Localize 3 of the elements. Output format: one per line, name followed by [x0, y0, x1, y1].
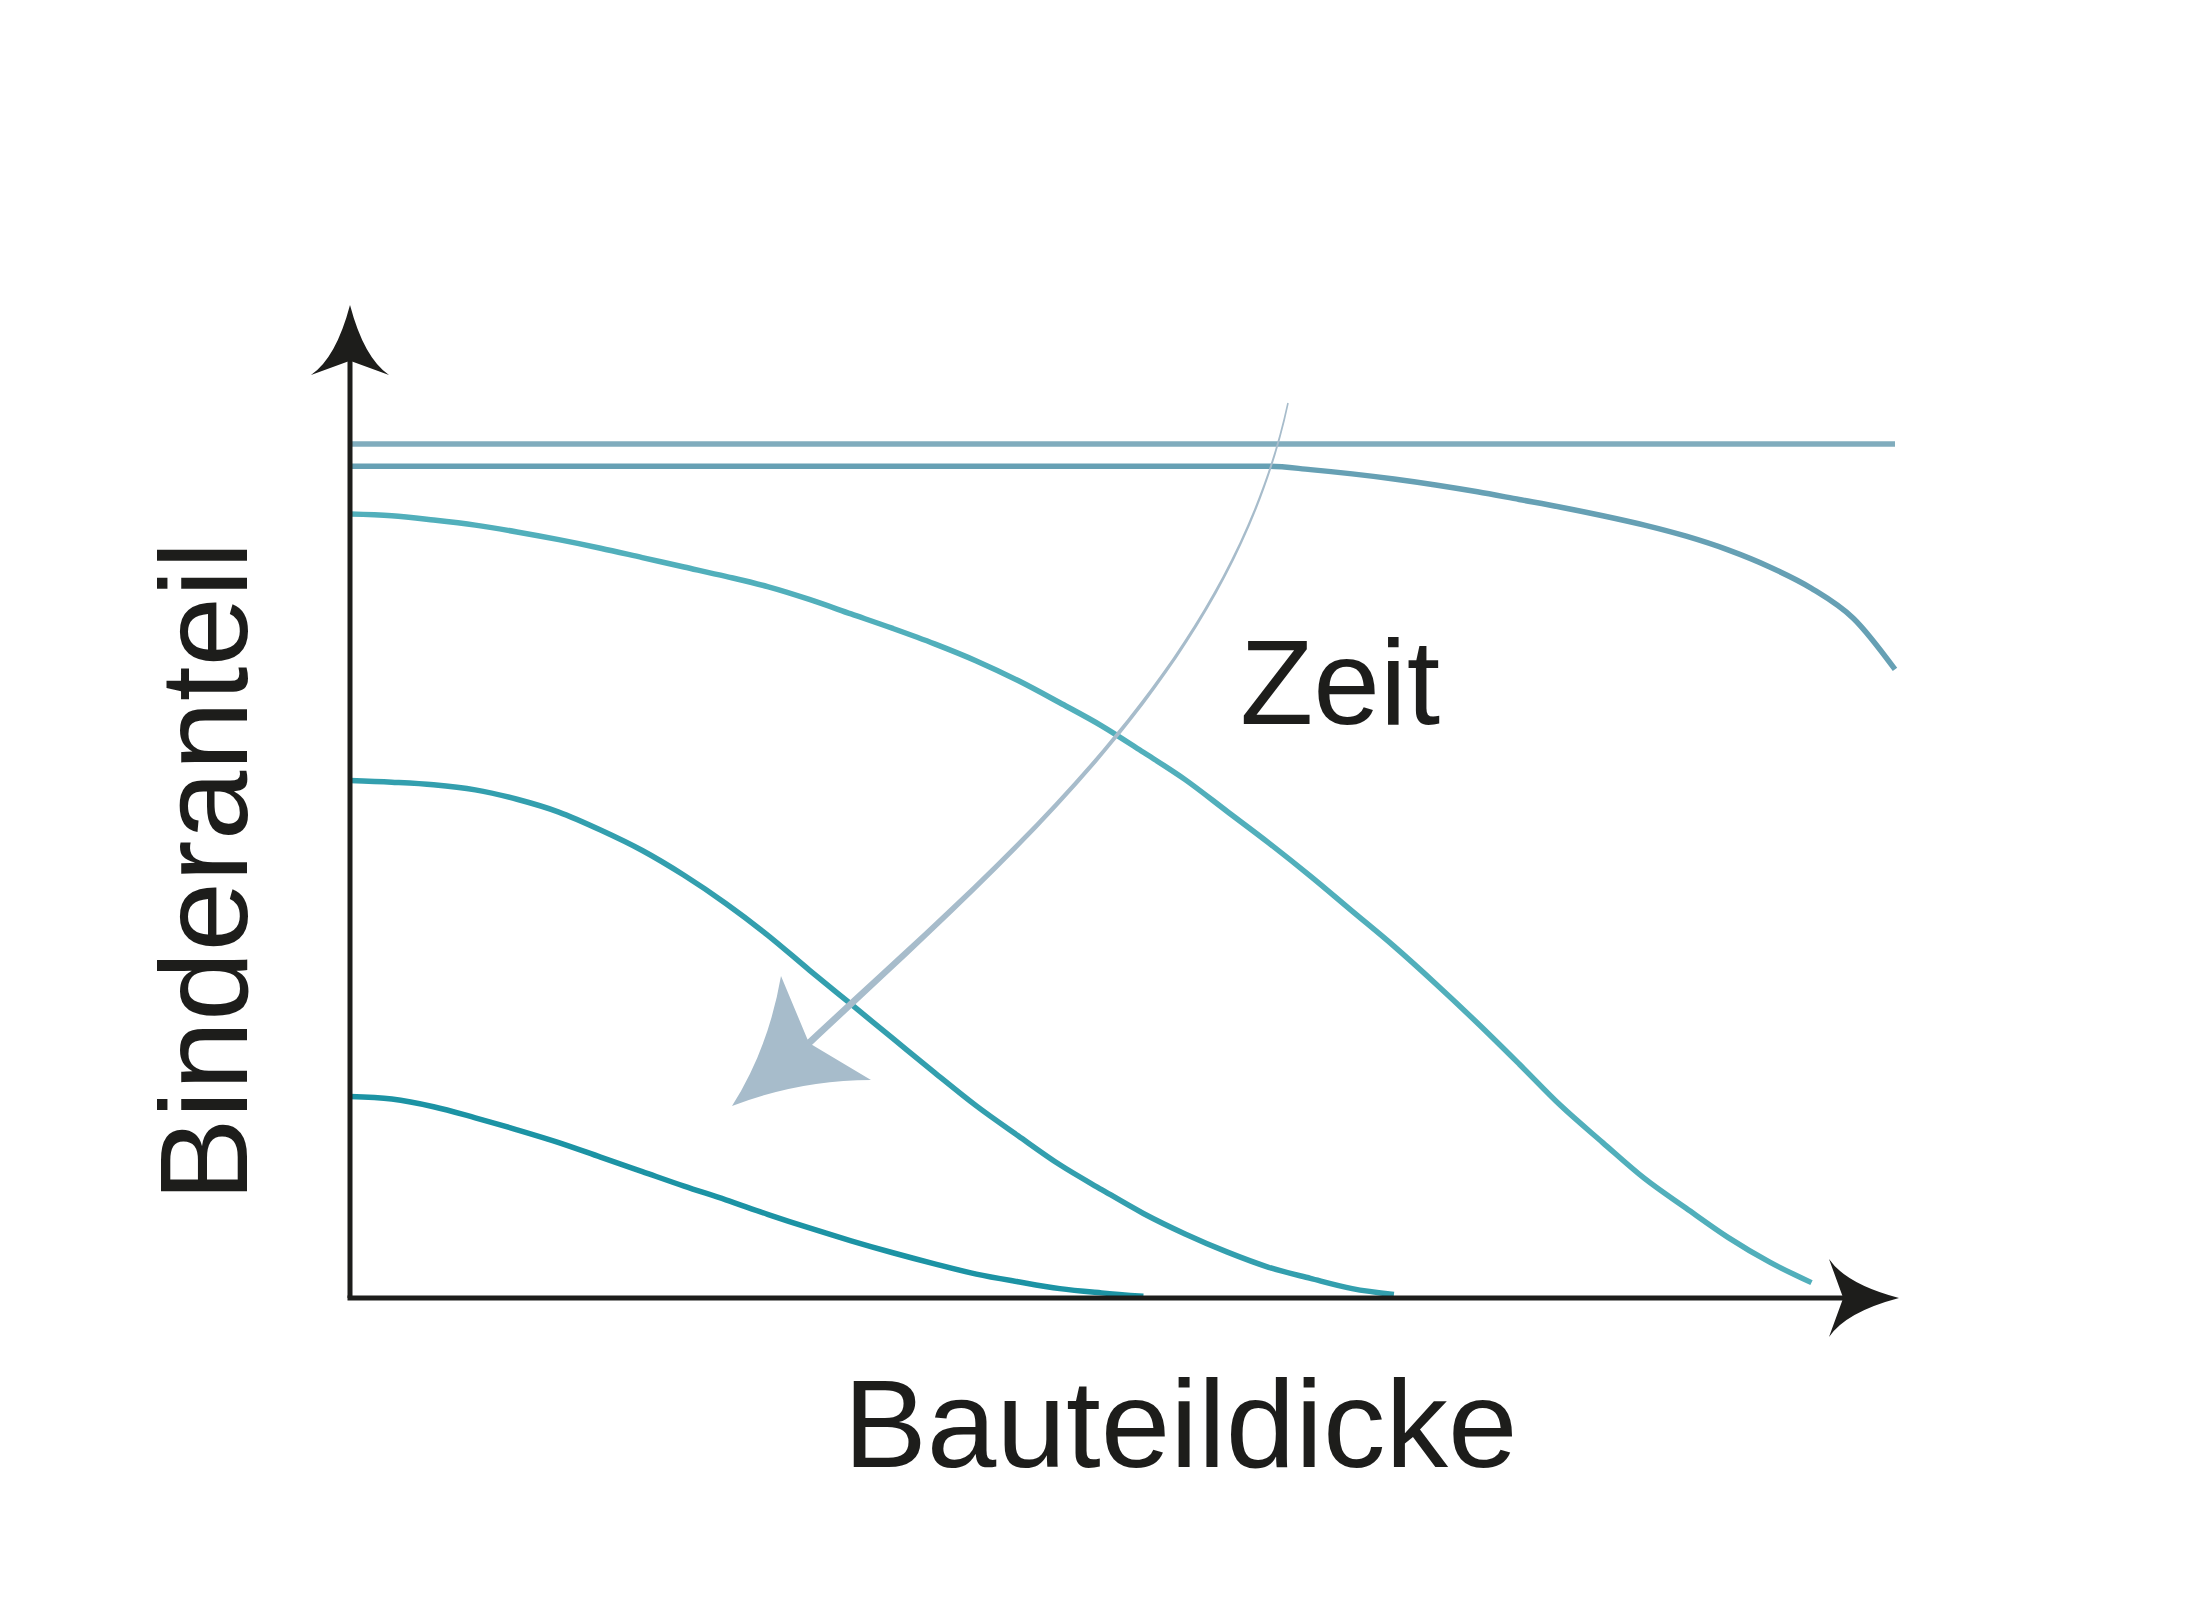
x-axis-title: Bauteildicke: [843, 1353, 1518, 1493]
annotation: Zeit: [1240, 615, 1441, 749]
y-axis-title: Binderanteil: [133, 541, 273, 1202]
